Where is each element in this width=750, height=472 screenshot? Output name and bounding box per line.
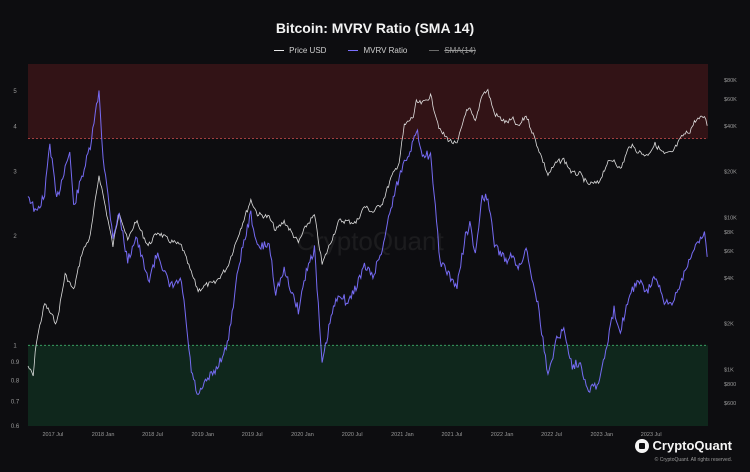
legend-label-mvrv: MVRV Ratio xyxy=(363,46,408,55)
logo-text: CryptoQuant xyxy=(652,438,732,453)
right-axis-tick-8: $20K xyxy=(724,170,737,176)
right-axis-tick-6: $8K xyxy=(724,230,734,236)
legend-swatch-sma xyxy=(429,49,440,52)
right-axis-tick-7: $10K xyxy=(724,215,737,221)
mvrv-ratio-line xyxy=(27,90,708,396)
legend-item-mvrv[interactable]: MVRV Ratio xyxy=(348,46,407,55)
left-axis-tick-7: 4 xyxy=(13,124,17,130)
left-axis-tick-2: 0.8 xyxy=(11,379,20,385)
chart-legend: Price USD MVRV Ratio SMA(14) xyxy=(0,46,750,55)
x-axis-tick-0: 2017 Jul xyxy=(42,432,63,438)
chart-title: Bitcoin: MVRV Ratio (SMA 14) xyxy=(275,20,475,36)
watermark-text: CryptoQuant xyxy=(296,226,444,256)
x-axis-tick-10: 2022 Jul xyxy=(541,432,562,438)
right-axis-tick-4: $4K xyxy=(724,276,734,282)
right-axis-tick-3: $2K xyxy=(724,322,734,328)
legend-item-price[interactable]: Price USD xyxy=(274,46,326,55)
right-axis-tick-1: $800 xyxy=(724,382,736,388)
cryptoquant-logo-icon xyxy=(634,438,649,453)
left-axis-tick-4: 1 xyxy=(13,343,17,349)
right-axis-tick-10: $60K xyxy=(724,97,737,103)
left-axis-tick-5: 2 xyxy=(13,234,17,240)
legend-item-sma[interactable]: SMA(14) xyxy=(429,46,476,55)
left-axis-tick-1: 0.7 xyxy=(11,400,20,406)
x-axis-tick-5: 2020 Jan xyxy=(291,432,314,438)
left-axis-tick-6: 3 xyxy=(13,170,17,176)
x-axis-tick-4: 2019 Jul xyxy=(242,432,263,438)
legend-swatch-mvrv xyxy=(348,49,359,52)
right-axis-tick-9: $40K xyxy=(724,124,737,130)
x-axis-tick-6: 2020 Jul xyxy=(342,432,363,438)
left-axis-tick-0: 0.6 xyxy=(11,424,20,430)
x-axis-tick-2: 2018 Jul xyxy=(142,432,163,438)
x-axis-tick-9: 2022 Jan xyxy=(491,432,514,438)
right-axis-tick-5: $6K xyxy=(724,249,734,255)
x-axis-tick-7: 2021 Jan xyxy=(391,432,414,438)
left-axis-tick-3: 0.9 xyxy=(11,360,20,366)
legend-label-price: Price USD xyxy=(289,46,327,55)
x-axis-tick-11: 2023 Jan xyxy=(590,432,613,438)
copyright-text: © CryptoQuant. All rights reserved. xyxy=(654,457,732,463)
overvalued-band xyxy=(28,64,708,139)
x-axis-tick-12: 2023 Jul xyxy=(641,432,662,438)
price-usd-line xyxy=(27,88,708,377)
x-axis-tick-1: 2018 Jan xyxy=(92,432,115,438)
right-axis-tick-2: $1K xyxy=(724,367,734,373)
left-axis-tick-8: 5 xyxy=(13,89,17,95)
legend-label-sma: SMA(14) xyxy=(444,46,476,55)
undervalued-band xyxy=(28,345,708,426)
legend-swatch-price xyxy=(274,49,285,52)
cryptoquant-logo: CryptoQuant xyxy=(634,438,732,453)
x-axis-tick-3: 2019 Jan xyxy=(191,432,214,438)
right-axis-tick-11: $80K xyxy=(724,78,737,84)
right-axis-tick-0: $600 xyxy=(724,401,736,407)
x-axis-tick-8: 2021 Jul xyxy=(441,432,462,438)
